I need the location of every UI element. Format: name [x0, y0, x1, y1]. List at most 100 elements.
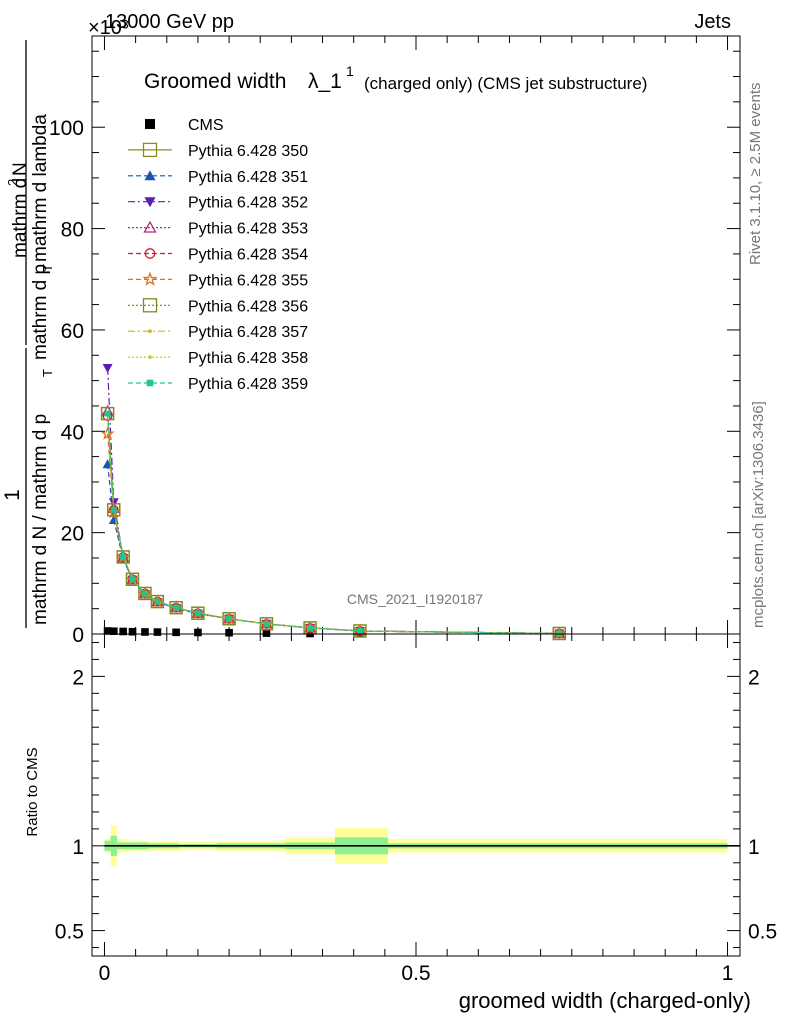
- ratio-y-label: Ratio to CMS: [24, 747, 41, 836]
- legend-label: Pythia 6.428 357: [188, 324, 308, 341]
- exponent-label: ×10³: [88, 17, 129, 39]
- series-line: [107, 413, 560, 635]
- data-point: [116, 550, 130, 564]
- mcplots-label: mcplots.cern.ch [arXiv:1306.3436]: [750, 401, 767, 628]
- y-tick-label: 20: [61, 523, 84, 546]
- header-left: 13000 GeV pp: [105, 11, 234, 33]
- legend-marker: [146, 379, 154, 387]
- ylabel-frac2-num-sup: 2: [5, 179, 20, 186]
- ylabel-frac2-den-sub: T: [40, 264, 55, 272]
- legend-label: Pythia 6.428 351: [188, 169, 308, 186]
- data-point: [172, 628, 180, 637]
- series-line: [107, 416, 560, 635]
- data-point: [128, 627, 137, 636]
- data-point: [262, 629, 271, 637]
- ylabel-frac1-numerator: 1: [1, 489, 24, 501]
- ylabel-frac2-den-tail: mathrm d lambda: [30, 114, 51, 262]
- ratio-y-tick-label: 2: [72, 666, 84, 689]
- ratio-y-tick-label-right: 2: [748, 666, 760, 689]
- data-point: [173, 604, 180, 611]
- data-point: [119, 627, 127, 636]
- ylabel-frac2-denominator: mathrm d p: [30, 264, 51, 360]
- data-point: [100, 426, 115, 440]
- ratio-plot-frame: [91, 633, 741, 957]
- data-point: [150, 594, 165, 609]
- series-line: [107, 410, 560, 635]
- legend-marker: [142, 271, 158, 286]
- legend-marker: [148, 355, 152, 359]
- plot-title-sup: 1: [346, 63, 354, 79]
- rivet-label: Rivet 3.1.10, ≥ 2.5M events: [747, 83, 764, 266]
- series-line: [107, 413, 560, 635]
- legend-entry: Pythia 6.428 359: [128, 376, 308, 393]
- watermark: CMS_2021_I1920187: [347, 591, 483, 607]
- plot-title-main: Groomed width: [144, 70, 286, 93]
- ratio-y-tick-label: 1: [72, 836, 84, 859]
- series-group: [100, 363, 567, 641]
- series-line: [107, 367, 560, 635]
- data-point: [120, 553, 127, 560]
- data-point: [356, 627, 363, 634]
- x-axis-label: groomed width (charged-only): [459, 988, 751, 1013]
- data-point: [169, 600, 183, 615]
- series-line: [107, 413, 560, 635]
- legend-marker: [144, 197, 156, 208]
- series-4: [101, 404, 566, 639]
- ylabel-frac2-numerator: mathrm d: [10, 178, 31, 258]
- y-tick-label: 60: [61, 320, 84, 343]
- y-axis-label: 1 mathrm d N / mathrm d p T mathrm d 2 N…: [1, 40, 55, 628]
- series-line: [107, 413, 560, 635]
- plot-title-tail: (charged only) (CMS jet substructure): [364, 74, 647, 93]
- legend-entry: Pythia 6.428 354: [128, 247, 308, 264]
- x-tick-label: 1: [722, 962, 734, 985]
- data-point: [110, 506, 117, 513]
- legend-entry: Pythia 6.428 357: [128, 324, 308, 341]
- ratio-y-tick-label-right: 1: [748, 836, 760, 859]
- legend-marker: [143, 220, 157, 233]
- header-right: Jets: [694, 11, 731, 33]
- data-point: [138, 586, 152, 601]
- x-tick-label: 0: [99, 962, 111, 985]
- legend-label: Pythia 6.428 354: [188, 247, 308, 264]
- y-tick-label: 0: [72, 624, 84, 647]
- data-point: [307, 624, 314, 631]
- ylabel-frac1-den-sub: T: [40, 369, 55, 377]
- data-point: [226, 615, 233, 622]
- legend-marker: [148, 329, 152, 334]
- legend-entry: Pythia 6.428 351: [128, 169, 308, 186]
- series-line: [107, 413, 560, 635]
- legend-entry: Pythia 6.428 358: [128, 350, 308, 367]
- ratio-y-tick-label: 0.5: [55, 921, 84, 944]
- data-point: [556, 630, 563, 637]
- legend-entry: Pythia 6.428 353: [128, 221, 308, 238]
- data-point: [141, 628, 149, 636]
- legend-marker: [142, 298, 158, 313]
- legend-label: Pythia 6.428 352: [188, 195, 308, 212]
- series-5: [102, 411, 565, 639]
- data-point: [153, 628, 162, 636]
- data-point: [110, 627, 118, 636]
- series-3: [102, 363, 565, 639]
- ylabel-frac2-num-tail: N: [10, 162, 31, 176]
- series-1: [100, 406, 566, 641]
- legend-label: Pythia 6.428 355: [188, 272, 308, 289]
- y-tick-label: 100: [49, 117, 84, 140]
- legend-entry: Pythia 6.428 356: [128, 298, 308, 315]
- legend-marker: [145, 119, 155, 129]
- top-panel-ticks: 0 20 40 60 80 100: [49, 36, 740, 647]
- data-point: [222, 612, 236, 626]
- ratio-panel-ticks: 0.5 0.5 1 1 2 2 0 0.5 1: [55, 634, 777, 985]
- data-point: [191, 606, 205, 620]
- data-point: [194, 628, 202, 637]
- legend-label: Pythia 6.428 359: [188, 376, 308, 393]
- data-point: [194, 610, 201, 617]
- legend-marker: [144, 248, 156, 259]
- data-point: [225, 628, 233, 637]
- data-point: [263, 620, 270, 627]
- legend-label: Pythia 6.428 353: [188, 221, 308, 238]
- legend-marker: [144, 170, 156, 181]
- series-10: [104, 410, 563, 637]
- y-tick-label: 40: [61, 421, 84, 444]
- data-point: [129, 576, 136, 583]
